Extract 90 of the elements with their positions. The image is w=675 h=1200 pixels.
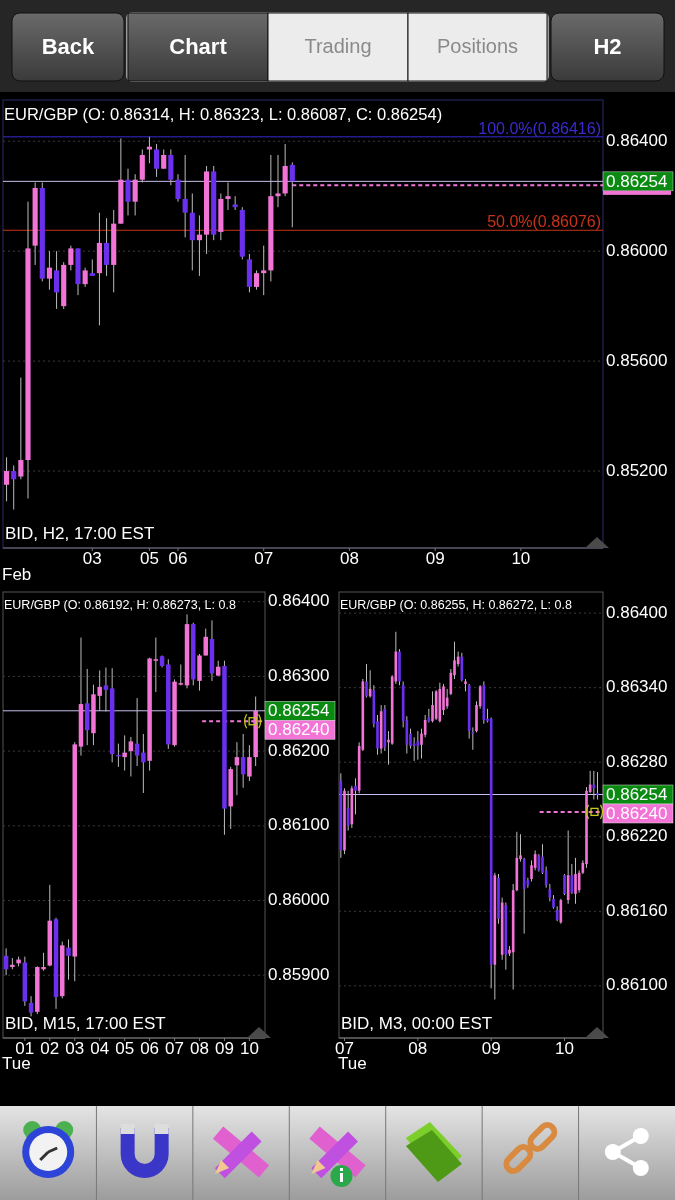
candlestick [66, 938, 71, 981]
ref-line-label: 0.86254 [268, 701, 330, 721]
candlestick [596, 771, 599, 800]
candlestick [247, 744, 252, 782]
x-tick-label: 03 [65, 1039, 85, 1058]
candlestick [132, 173, 138, 216]
candlestick [122, 734, 127, 772]
candlestick [153, 637, 159, 693]
y-tick-label: 0.86000 [268, 890, 330, 910]
x-tick-label: 09 [425, 549, 445, 568]
ref-line-label: 50.0%(0.86076) [487, 213, 601, 231]
candlestick [574, 857, 577, 905]
candlestick [28, 995, 34, 1017]
candlestick [18, 377, 24, 480]
ref-line-label: 0.86240 [606, 803, 668, 823]
text: Trading [304, 35, 372, 58]
candlestick [254, 269, 260, 291]
x-tick-label: 10 [555, 1039, 574, 1058]
candlestick [46, 250, 52, 291]
candlestick [232, 195, 238, 211]
candlestick [4, 456, 10, 502]
text: EUR/GBP (O: 0.86192, H: 0.86273, L: 0.8 [4, 598, 236, 612]
x-tick-label: 09 [481, 1039, 501, 1058]
x-tick-label: 10 [239, 1039, 259, 1058]
text: BID, M15, 17:00 EST [5, 1014, 166, 1033]
x-tick-label: 10 [511, 549, 531, 568]
x-tick-label: 08 [408, 1039, 428, 1058]
y-tick-label: 0.86280 [606, 751, 668, 771]
candlestick [125, 168, 131, 216]
x-tick-label: 07 [165, 1039, 185, 1058]
x-tick-label: 02 [40, 1039, 60, 1058]
candlestick [161, 148, 167, 170]
x-tick-label: 06 [140, 1039, 160, 1058]
candlestick [365, 663, 368, 699]
candlestick [82, 267, 88, 288]
y-tick-label: 0.86400 [606, 130, 668, 150]
candlestick [225, 181, 231, 211]
y-tick-label: 0.86200 [268, 740, 330, 760]
candlestick [289, 161, 295, 228]
y-tick-label: 0.86000 [606, 240, 668, 260]
candlestick [54, 250, 60, 310]
y-tick-label: 0.86100 [606, 975, 668, 995]
x-tick-label: 08 [190, 1039, 209, 1058]
candlestick [182, 154, 188, 238]
x-tick-label: 03 [82, 549, 102, 568]
candlestick [175, 173, 181, 203]
candlestick [128, 736, 134, 778]
x-tick-label: 08 [339, 549, 359, 568]
candlestick [261, 245, 267, 296]
y-tick-label: 0.85600 [606, 350, 668, 370]
ref-line-label: 0.86254 [606, 171, 668, 191]
candlestick [103, 666, 109, 713]
candlestick [471, 726, 475, 751]
x-tick-label: 07 [254, 549, 274, 568]
candlestick [203, 628, 208, 656]
y-tick-label: 0.86400 [268, 591, 330, 611]
y-tick-label: 0.86220 [606, 826, 668, 846]
candlestick [154, 143, 160, 178]
candlestick [275, 154, 281, 208]
y-tick-label: 0.86300 [268, 665, 330, 685]
text: H2 [593, 33, 622, 59]
ref-line-label: 100.0%(0.86416) [478, 119, 601, 137]
text: Chart [169, 33, 228, 59]
y-tick-label: 0.85200 [606, 460, 668, 480]
text: EUR/GBP (O: 0.86255, H: 0.86272, L: 0.8 [340, 598, 572, 612]
text: Positions [436, 35, 519, 58]
candlestick [104, 217, 110, 277]
candlestick [68, 245, 74, 271]
candlestick [563, 873, 566, 896]
y-tick-label: 0.85900 [268, 964, 330, 984]
y-tick-label: 0.86160 [606, 900, 668, 920]
candlestick [11, 465, 17, 511]
candlestick [141, 733, 146, 794]
candlestick [431, 690, 434, 723]
x-tick-label: 09 [214, 1039, 234, 1058]
x-tick-label: 05 [139, 549, 159, 568]
x-tick-label: 05 [115, 1039, 135, 1058]
x-tick-label: 06 [168, 549, 188, 568]
text: BID, M3, 00:00 EST [341, 1014, 493, 1033]
ref-line-label: 0.86254 [606, 784, 668, 804]
text: Back [41, 33, 96, 59]
text: BID, H2, 17:00 EST [5, 524, 155, 543]
y-tick-label: 0.86400 [606, 602, 668, 622]
candlestick [354, 777, 357, 815]
ref-line-label: 0.86240 [268, 720, 330, 740]
y-tick-label: 0.86100 [268, 815, 330, 835]
chart-title: EUR/GBP (O: 0.86314, H: 0.86323, L: 0.86087, C: 0.86254) [4, 105, 443, 123]
x-tick-label: 04 [90, 1039, 110, 1058]
x-axis-title: Feb [2, 565, 32, 584]
y-tick-label: 0.86340 [606, 677, 668, 697]
